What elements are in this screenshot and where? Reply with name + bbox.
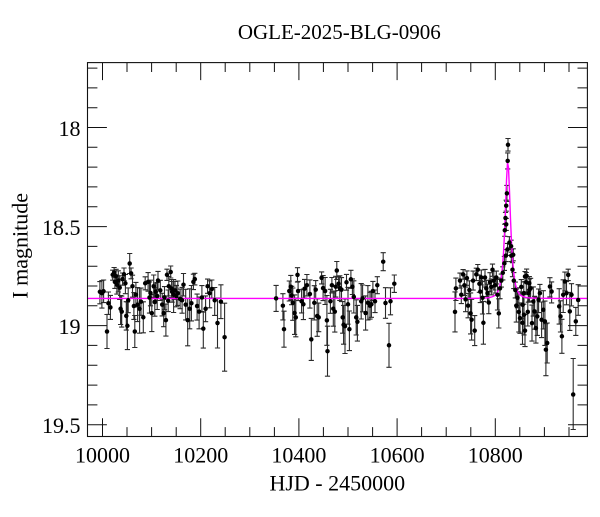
svg-text:10400: 10400 xyxy=(271,443,326,468)
svg-text:18.5: 18.5 xyxy=(42,215,81,240)
svg-text:10800: 10800 xyxy=(468,443,523,468)
svg-text:HJD - 2450000: HJD - 2450000 xyxy=(269,471,405,496)
svg-text:18: 18 xyxy=(59,116,81,141)
svg-text:10600: 10600 xyxy=(370,443,425,468)
svg-text:19.5: 19.5 xyxy=(42,413,81,438)
svg-text:OGLE-2025-BLG-0906: OGLE-2025-BLG-0906 xyxy=(238,20,441,44)
svg-text:10000: 10000 xyxy=(75,443,130,468)
svg-text:19: 19 xyxy=(59,314,81,339)
svg-text:I magnitude: I magnitude xyxy=(8,193,33,299)
svg-text:10200: 10200 xyxy=(173,443,228,468)
